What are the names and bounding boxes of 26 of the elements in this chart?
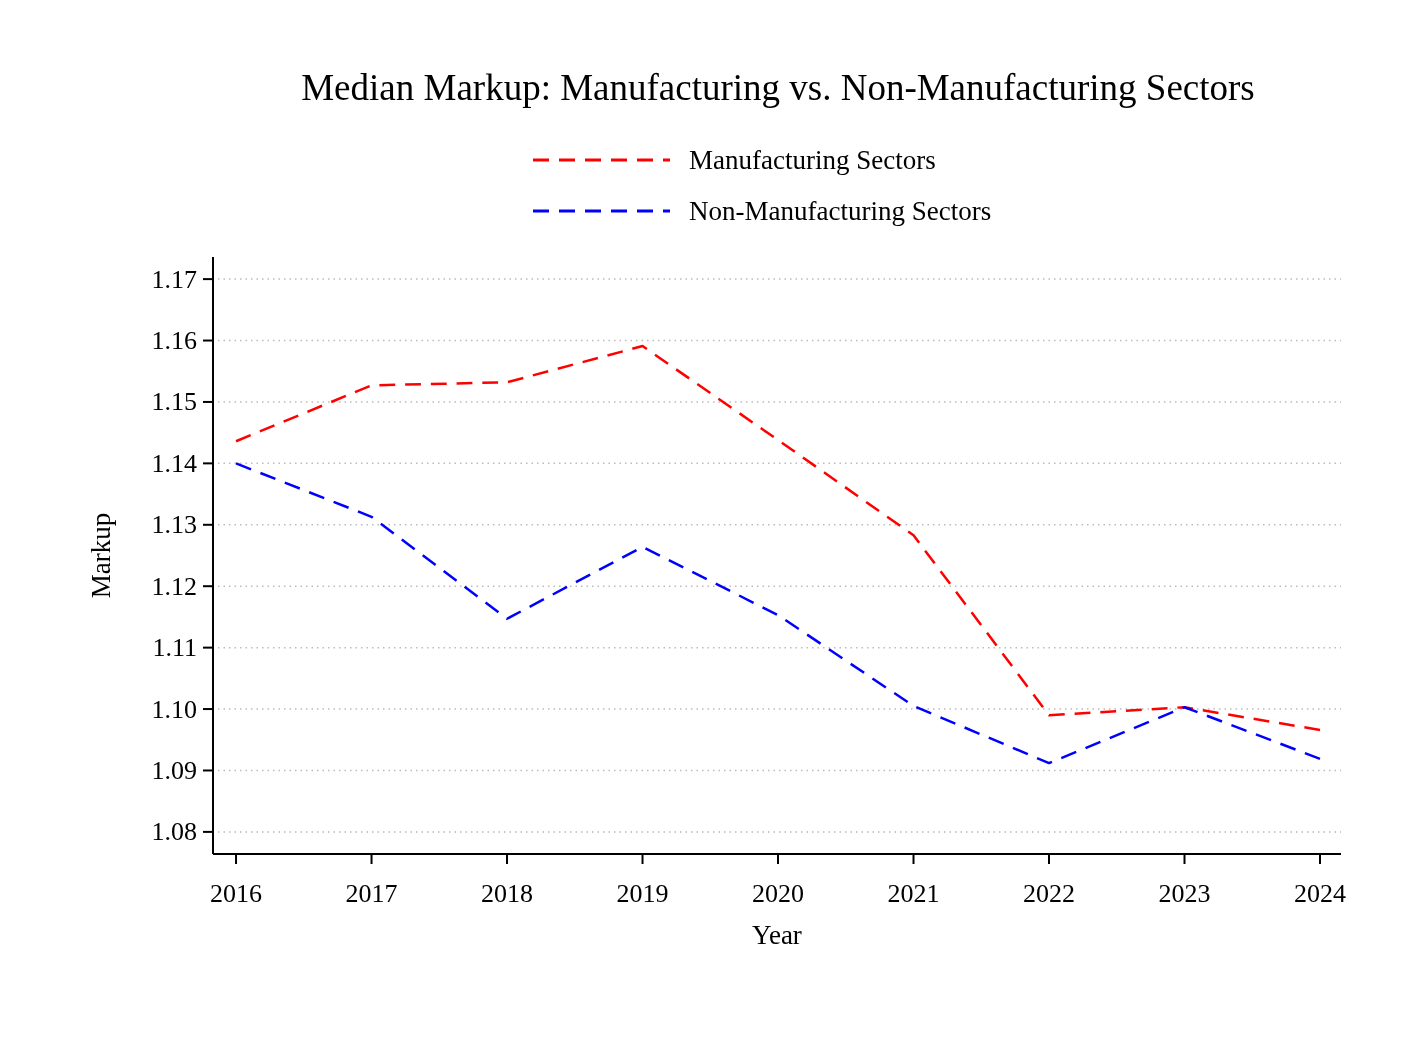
x-tick-label: 2020 — [752, 879, 805, 908]
y-tick-label: 1.11 — [152, 633, 197, 663]
x-tick-label: 2017 — [345, 879, 398, 908]
x-tick-label: 2022 — [1023, 879, 1076, 908]
line-series — [234, 344, 1322, 732]
x-tick-label: 2024 — [1294, 879, 1346, 908]
x-tick-label: 2018 — [481, 879, 534, 908]
line-series — [234, 462, 1322, 765]
y-tick-label: 1.14 — [151, 448, 197, 478]
y-tick-label: 1.17 — [151, 264, 197, 294]
x-axis-title: Year — [752, 920, 802, 950]
y-tick-label: 1.16 — [151, 326, 197, 356]
y-tick-label: 1.09 — [151, 755, 197, 785]
x-tick-label: 2016 — [210, 879, 263, 908]
y-tick-label: 1.08 — [151, 817, 197, 847]
chart-title: Median Markup: Manufacturing vs. Non-Manufacturing Sectors — [301, 67, 1255, 108]
y-tick-label: 1.15 — [151, 387, 197, 417]
y-tick-label: 1.10 — [151, 694, 197, 724]
y-axis-title: Markup — [86, 512, 116, 599]
x-tick-label: 2023 — [1158, 879, 1211, 908]
legend-label: Manufacturing Sectors — [689, 145, 936, 175]
x-tick-label: 2021 — [887, 879, 940, 908]
x-tick-label: 2019 — [616, 879, 669, 908]
legend-label: Non-Manufacturing Sectors — [689, 196, 992, 226]
y-tick-label: 1.13 — [151, 510, 197, 540]
y-tick-label: 1.12 — [151, 571, 197, 601]
